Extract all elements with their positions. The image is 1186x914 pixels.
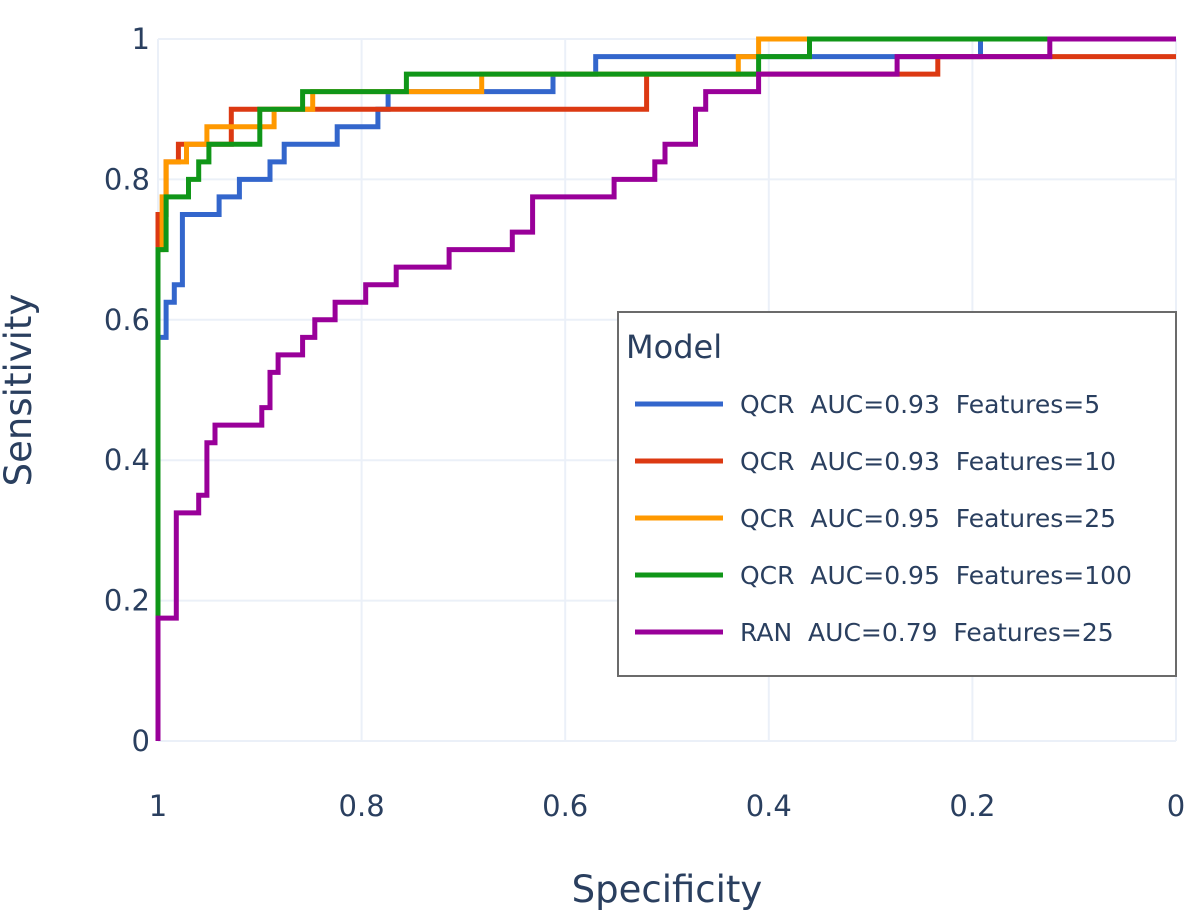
series-lines [155,36,1176,741]
legend-item[interactable]: QCR AUC=0.95 Features=100 [635,561,1132,590]
x-tick-label: 0.8 [339,789,385,823]
series-line-4 [155,36,1049,741]
y-tick-label: 0.4 [104,443,150,477]
legend-label: QCR AUC=0.95 Features=25 [740,504,1116,533]
x-tick-label: 0.6 [542,789,588,823]
legend-items: QCR AUC=0.93 Features=5 QCR AUC=0.93 Feat… [635,390,1132,647]
y-tick-label: 0 [132,724,150,758]
x-tick-label: 1 [149,789,167,823]
legend-label: QCR AUC=0.95 Features=100 [740,561,1132,590]
legend-label: QCR AUC=0.93 Features=5 [740,390,1100,419]
legend-label: RAN AUC=0.79 Features=25 [740,618,1114,647]
x-axis-title: Specificity [572,868,763,911]
y-tick-label: 0.8 [104,162,150,196]
legend-box [617,311,1177,677]
legend-title: Model [626,328,722,366]
legend-item[interactable]: QCR AUC=0.93 Features=10 [635,447,1116,476]
legend-label: QCR AUC=0.93 Features=10 [740,447,1116,476]
x-axis-ticks: 1 0.8 0.6 0.4 0.2 0 [149,789,1185,823]
y-tick-label: 0.6 [104,303,150,337]
legend-item[interactable]: RAN AUC=0.79 Features=25 [635,618,1114,647]
y-tick-label: 0.2 [104,584,150,618]
y-axis-title: Sensitivity [0,294,40,487]
legend-item[interactable]: QCR AUC=0.95 Features=25 [635,504,1116,533]
series-line-3 [155,36,810,741]
x-tick-label: 0 [1167,789,1185,823]
legend-item[interactable]: QCR AUC=0.93 Features=5 [635,390,1100,419]
series-line-5 [155,36,1176,741]
x-tick-label: 0.2 [949,789,995,823]
y-axis-ticks: 0 0.2 0.4 0.6 0.8 1 [104,22,150,758]
y-tick-label: 1 [132,22,150,56]
x-tick-label: 0.4 [746,789,792,823]
